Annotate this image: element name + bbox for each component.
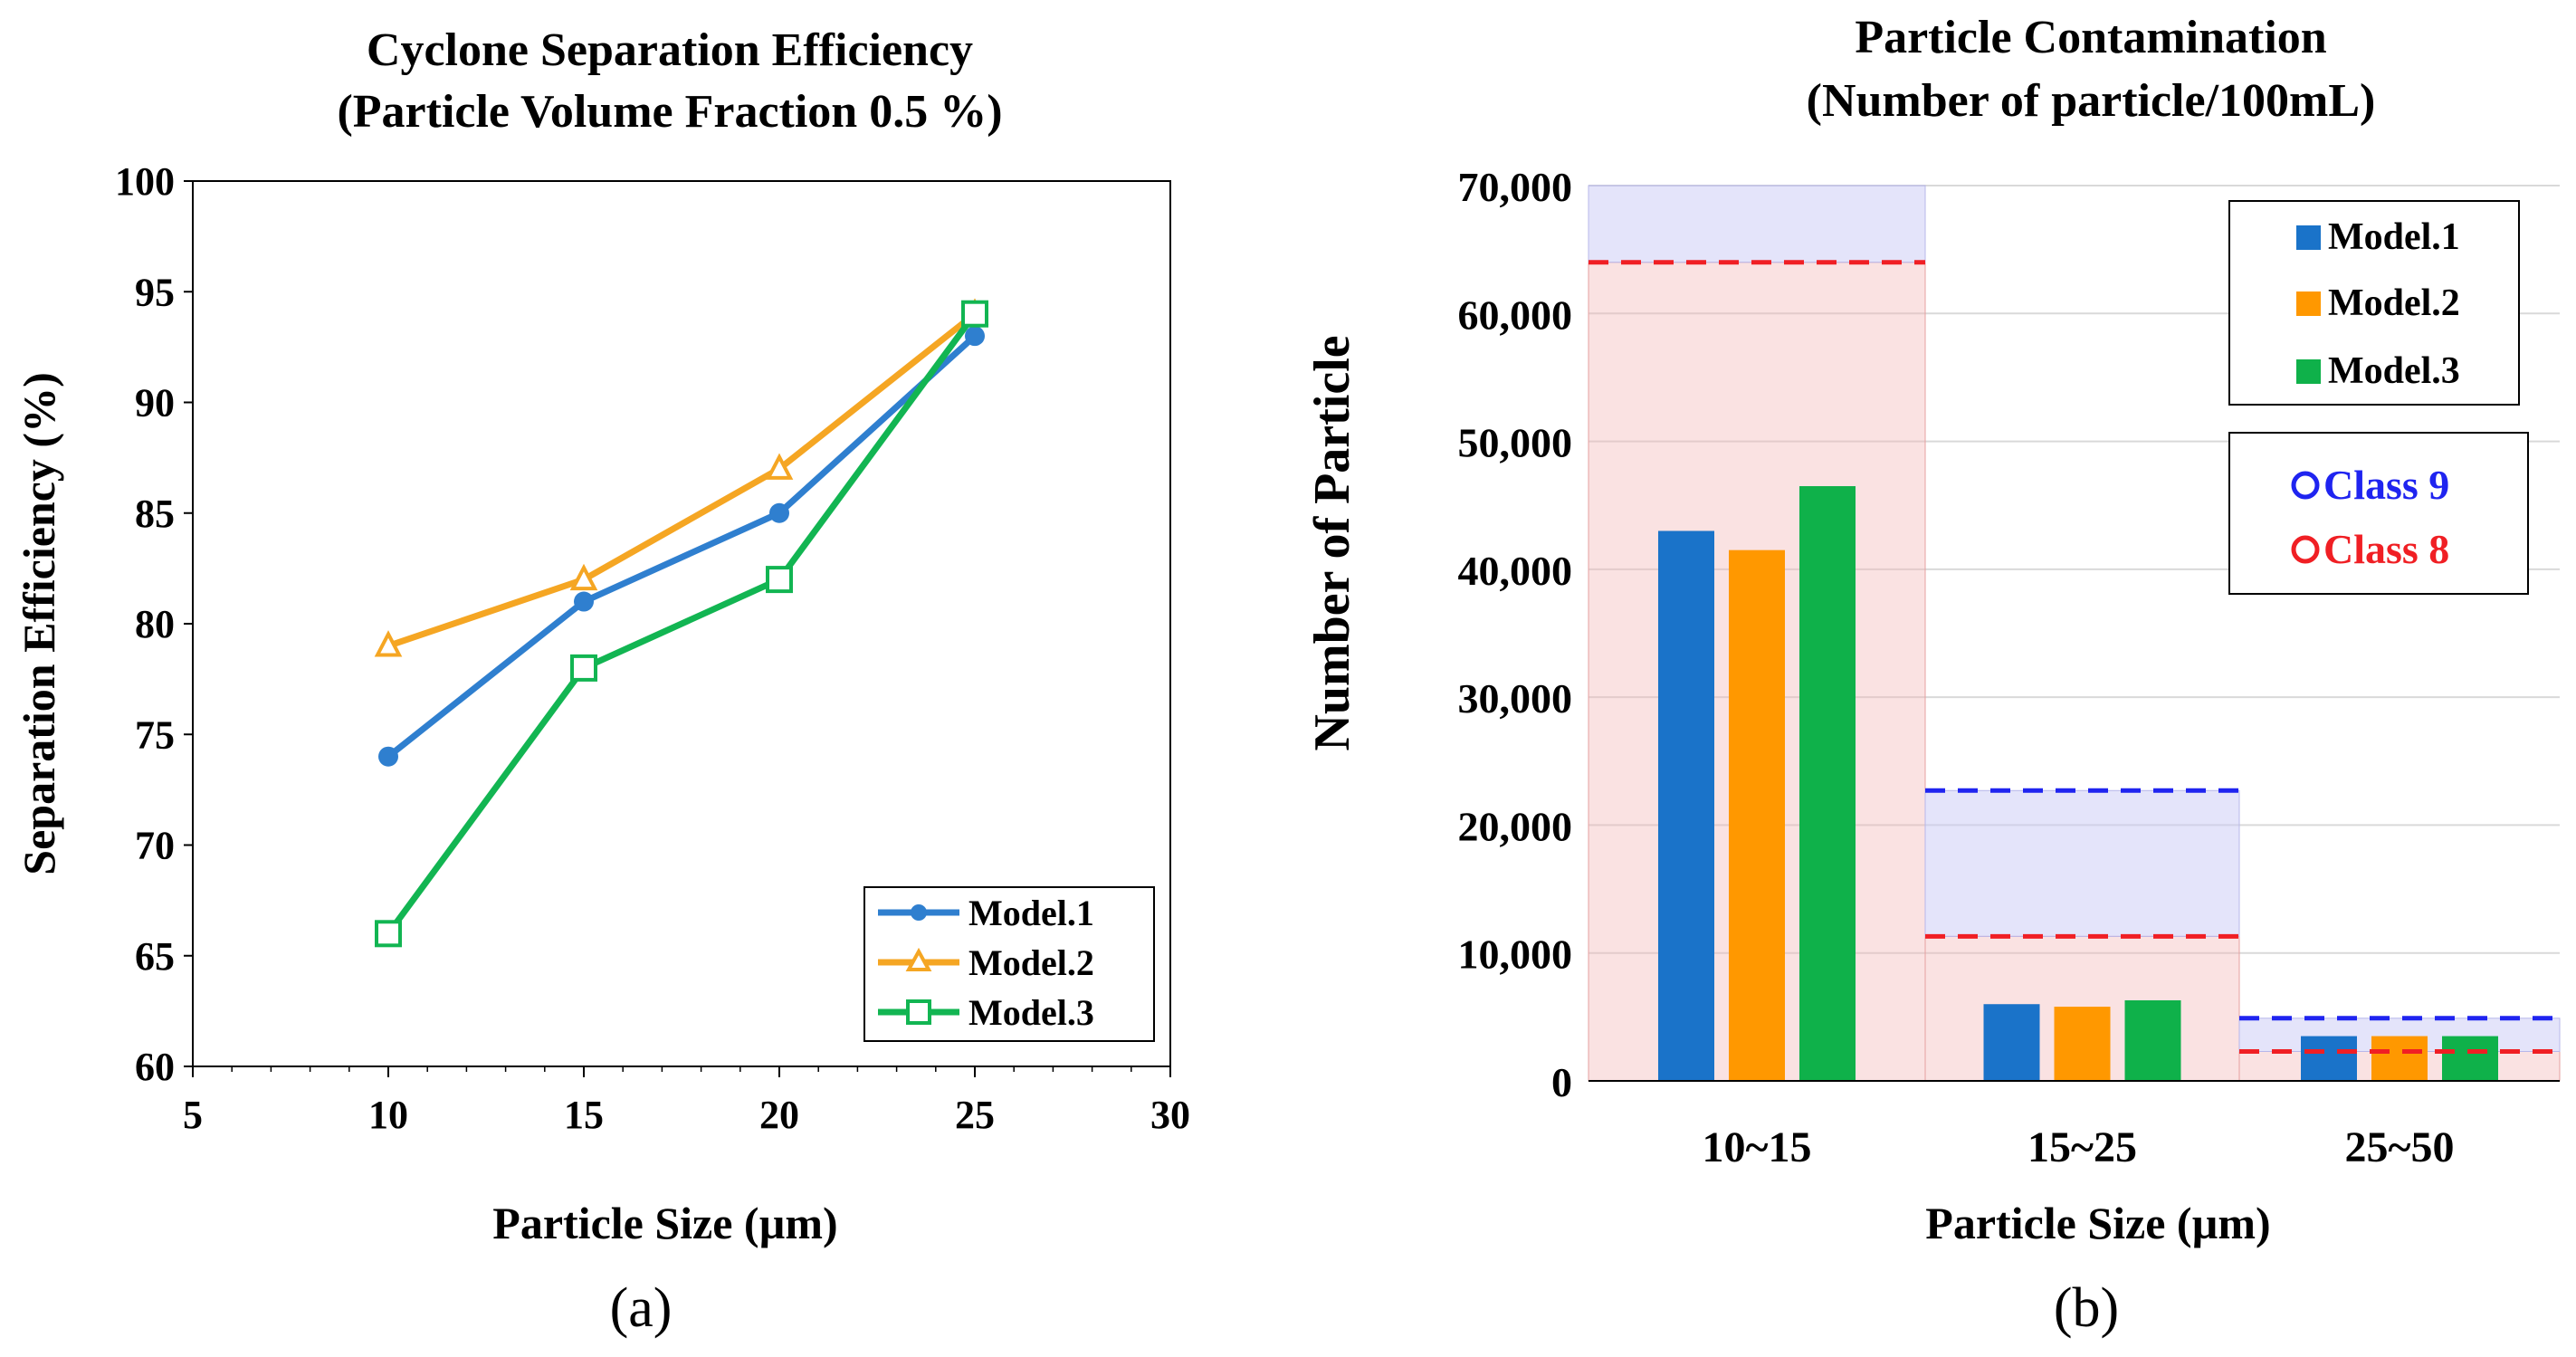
legend-b-marker-class9 xyxy=(2291,471,2320,500)
x-tick-label-a: 5 xyxy=(183,1093,203,1137)
legend-b-swatch-model3 xyxy=(2296,359,2321,384)
bar-model3 xyxy=(2442,1036,2498,1081)
x-tick-label-a: 20 xyxy=(759,1093,799,1137)
legend-b-marker-class8 xyxy=(2291,535,2320,564)
legend-b-label-model2: Model.2 xyxy=(2328,282,2460,324)
chart-a-title: Cyclone Separation Efficiency xyxy=(367,24,973,76)
y-tick-label-a: 100 xyxy=(115,159,175,204)
bar-model3 xyxy=(1799,486,1856,1081)
legend-b-classes: Class 9 Class 8 xyxy=(2228,432,2529,595)
class9-zone xyxy=(1924,789,2240,937)
y-tick-label-b: 30,000 xyxy=(1458,675,1573,722)
x-tick-label-a: 25 xyxy=(955,1093,995,1137)
legend-a-marker-model3 xyxy=(906,999,931,1025)
y-tick-label-a: 60 xyxy=(135,1045,175,1089)
data-point-model2 xyxy=(765,453,794,480)
legend-a-marker-model2 xyxy=(905,947,932,971)
bar-model2 xyxy=(2371,1036,2428,1081)
y-tick-label-a: 75 xyxy=(135,712,175,757)
series-line-model2 xyxy=(386,311,978,649)
chart-a-subtitle: (Particle Volume Fraction 0.5 %) xyxy=(337,86,1002,138)
bar-model3 xyxy=(2124,999,2181,1081)
y-tick-label-b: 40,000 xyxy=(1458,548,1573,594)
legend-b-swatch-model1 xyxy=(2296,225,2321,250)
data-point-model1 xyxy=(769,502,789,523)
legend-b-models-box xyxy=(2228,200,2520,406)
legend-a-label-model1: Model.1 xyxy=(968,893,1094,933)
y-axis-label-b: Number of Particle xyxy=(1304,335,1360,750)
x-category-label-b: 25~50 xyxy=(2345,1123,2455,1171)
y-tick-label-a: 70 xyxy=(135,824,175,868)
y-tick-label-a: 90 xyxy=(135,381,175,425)
data-point-model3 xyxy=(961,300,988,328)
chart-b-title: Particle Contamination xyxy=(1855,12,2326,63)
bar-model2 xyxy=(2054,1007,2111,1081)
legend-b-label-class8: Class 8 xyxy=(2323,526,2449,572)
x-tick-label-a: 15 xyxy=(564,1093,604,1137)
legend-a-marker-model1 xyxy=(911,904,927,921)
legend-b-label-model1: Model.1 xyxy=(2328,216,2460,258)
y-tick-label-a: 80 xyxy=(135,602,175,646)
data-point-model2 xyxy=(374,630,403,657)
legend-a-label-model2: Model.2 xyxy=(968,942,1094,983)
y-axis-label-a: Separation Efficiency (%) xyxy=(14,372,64,874)
y-tick-label-b: 50,000 xyxy=(1458,420,1573,466)
legend-b-swatch-model2 xyxy=(2296,291,2321,316)
y-tick-label-b: 70,000 xyxy=(1458,164,1573,210)
y-tick-label-a: 85 xyxy=(135,492,175,536)
x-tick-label-a: 30 xyxy=(1150,1093,1190,1137)
bar-model1 xyxy=(2301,1036,2357,1081)
y-tick-label-a: 95 xyxy=(135,270,175,314)
data-point-model3 xyxy=(766,566,793,594)
series-line-model3 xyxy=(386,311,978,936)
y-tick-label-b: 10,000 xyxy=(1458,932,1573,978)
y-tick-label-b: 60,000 xyxy=(1458,291,1573,338)
legend-b-label-model3: Model.3 xyxy=(2328,350,2460,392)
x-category-label-b: 10~15 xyxy=(1703,1123,1812,1171)
bar-model2 xyxy=(1729,549,1785,1081)
legend-b-classes-box xyxy=(2228,432,2529,595)
legend-a-label-model3: Model.3 xyxy=(968,992,1094,1033)
series-line-model1 xyxy=(386,333,978,760)
bar-model1 xyxy=(1983,1004,2040,1081)
class9-zone xyxy=(1588,185,1926,263)
chart-b-subtitle: (Number of particle/100mL) xyxy=(1807,75,2376,127)
data-point-model3 xyxy=(570,654,597,682)
panel-a-label: (a) xyxy=(610,1277,673,1339)
panel-b-label: (b) xyxy=(2054,1277,2119,1339)
data-point-model2 xyxy=(569,563,598,591)
data-point-model1 xyxy=(574,591,594,612)
panel-b-bar-chart: Particle Contamination (Number of partic… xyxy=(1304,12,2561,1339)
y-tick-label-b: 20,000 xyxy=(1458,803,1573,849)
x-axis-label-a: Particle Size (µm) xyxy=(492,1198,837,1248)
data-point-model1 xyxy=(965,326,985,347)
data-point-model3 xyxy=(375,920,402,948)
legend-b-label-class9: Class 9 xyxy=(2323,462,2449,508)
x-tick-label-a: 10 xyxy=(368,1093,408,1137)
legend-b-models: Model.1 Model.2 Model.3 xyxy=(2228,200,2520,406)
legend-a: Model.1 Model.2 Model.3 xyxy=(863,886,1155,1042)
panel-a-line-chart: Cyclone Separation Efficiency (Particle … xyxy=(14,24,1190,1339)
y-tick-label-a: 65 xyxy=(135,934,175,979)
data-point-model1 xyxy=(378,746,398,767)
x-axis-label-b: Particle Size (µm) xyxy=(1925,1198,2270,1248)
x-category-label-b: 15~25 xyxy=(2027,1123,2137,1171)
bar-model1 xyxy=(1658,530,1714,1081)
y-tick-label-b: 0 xyxy=(1551,1059,1572,1105)
